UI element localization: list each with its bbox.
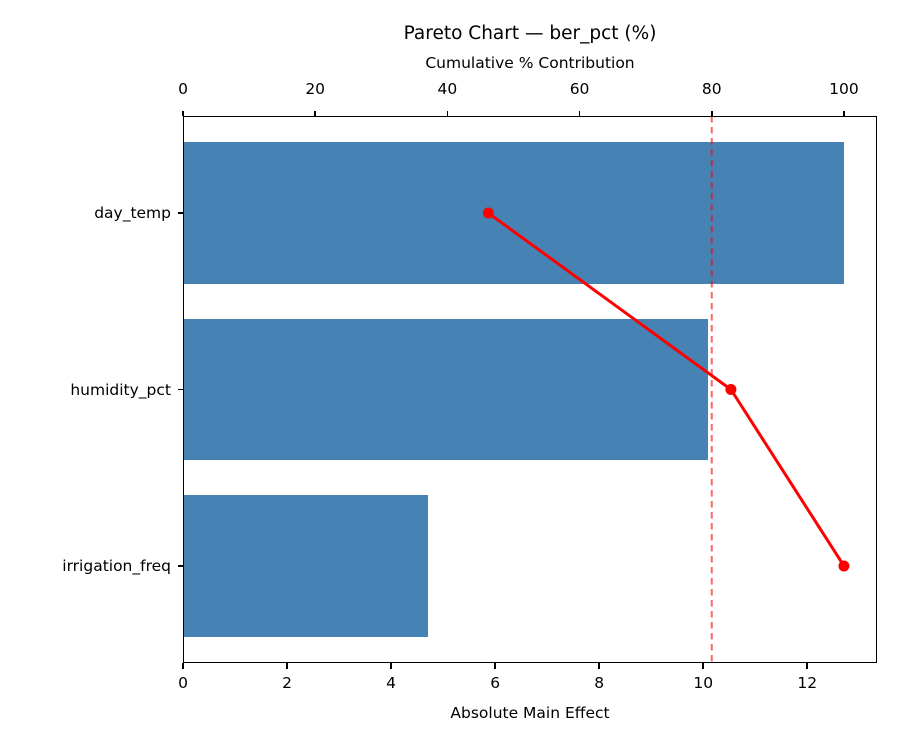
cumulative-line-layer <box>482 116 850 663</box>
bottom-axis-tick-label: 0 <box>178 674 188 692</box>
chart-title: Pareto Chart — ber_pct (%) <box>403 23 657 44</box>
top-axis-tick <box>314 110 316 116</box>
cumulative-point <box>838 560 850 572</box>
bottom-axis-tick <box>598 663 600 669</box>
top-axis-tick-label: 100 <box>829 80 859 98</box>
top-axis-tick-label: 60 <box>569 80 590 98</box>
bottom-axis-tick <box>182 663 184 669</box>
bar-irrigation_freq <box>183 495 428 637</box>
top-axis-label: Cumulative % Contribution <box>425 54 635 72</box>
cumulative-line <box>487 211 846 567</box>
cumulative-point <box>725 384 737 395</box>
bottom-axis-tick-label: 4 <box>386 674 397 692</box>
y-tick <box>177 565 183 567</box>
y-tick <box>177 388 183 391</box>
top-axis-tick-label: 20 <box>305 80 326 98</box>
bottom-axis-tick <box>494 663 496 669</box>
bottom-axis-tick <box>390 663 392 669</box>
top-axis-tick-label: 40 <box>437 80 458 98</box>
bottom-axis-tick <box>286 663 288 669</box>
bottom-axis-tick-label: 10 <box>693 674 714 692</box>
bar-humidity_pct <box>183 318 709 461</box>
bottom-axis-tick <box>806 663 809 669</box>
category-label-day_temp: day_temp <box>94 204 171 223</box>
y-tick <box>177 212 183 214</box>
top-axis-tick <box>843 110 845 116</box>
bottom-axis-tick-label: 2 <box>282 674 292 692</box>
top-axis-tick <box>446 110 449 116</box>
bar-day_temp <box>183 142 844 284</box>
top-axis-tick-label: 0 <box>178 80 188 98</box>
cumulative-point <box>482 207 494 219</box>
top-axis-tick <box>710 110 713 116</box>
category-label-humidity_pct: humidity_pct <box>70 380 171 399</box>
bottom-axis-label: Absolute Main Effect <box>450 704 610 722</box>
bottom-axis-tick <box>702 663 705 669</box>
top-axis-tick-label: 80 <box>701 80 722 98</box>
bottom-axis-tick-label: 12 <box>797 674 818 692</box>
top-axis-tick <box>182 110 184 116</box>
bottom-axis-tick-label: 6 <box>490 674 501 692</box>
bottom-axis-tick-label: 8 <box>594 674 605 692</box>
category-label-irrigation_freq: irrigation_freq <box>62 556 171 575</box>
top-axis-tick <box>578 110 581 116</box>
